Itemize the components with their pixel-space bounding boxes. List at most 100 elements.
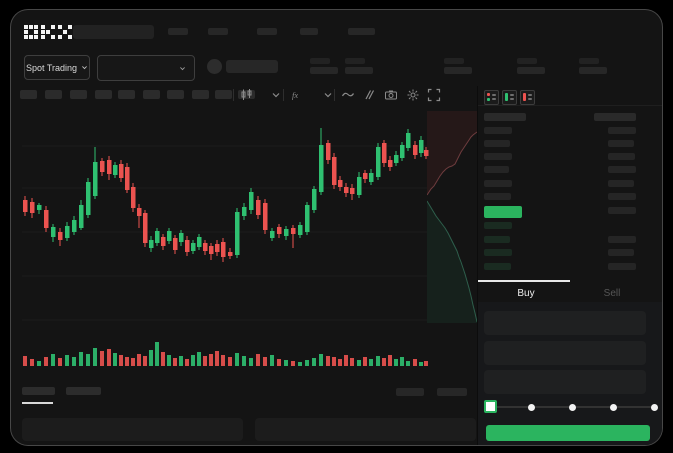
bottom-tab-skeleton-1[interactable] (66, 387, 101, 395)
interval-button-skeleton-4[interactable] (118, 90, 135, 99)
logo-letter (41, 25, 55, 39)
bottom-panel-skeleton-1 (255, 418, 476, 441)
bottom-panel-skeleton-0 (22, 418, 243, 441)
logo-letter (58, 25, 72, 39)
compare-icon[interactable] (341, 88, 355, 102)
settings-gear-icon[interactable] (406, 88, 420, 102)
stat-label-skeleton-3 (517, 58, 537, 64)
slider-stop-1[interactable] (528, 404, 535, 411)
depth-chart[interactable] (427, 111, 478, 323)
ask-row-price-5[interactable] (484, 193, 511, 200)
account-name-skeleton (226, 60, 278, 73)
bid-row-amount-3 (608, 263, 636, 270)
icon-mark (528, 98, 532, 100)
interval-button-skeleton-9[interactable] (238, 90, 255, 99)
last-price-amount (608, 207, 636, 214)
ask-row-price-0[interactable] (484, 127, 512, 134)
icon-mark (510, 94, 514, 96)
stat-label-skeleton-2 (444, 58, 464, 64)
interval-button-skeleton-8[interactable] (215, 90, 232, 99)
order-input-skeleton-2[interactable] (484, 370, 646, 394)
interval-button-skeleton-0[interactable] (20, 90, 37, 99)
order-input-skeleton-1[interactable] (484, 341, 646, 365)
interval-button-skeleton-2[interactable] (70, 90, 87, 99)
nav-item-skeleton-3[interactable] (300, 28, 318, 35)
nav-item-skeleton-1[interactable] (208, 28, 228, 35)
ask-row-amount-3 (608, 166, 636, 173)
toolbar-divider (283, 89, 284, 101)
icon-mark (492, 98, 496, 100)
order-input-skeleton-0[interactable] (484, 311, 646, 335)
candlestick-style-icon[interactable] (240, 88, 254, 102)
nav-item-skeleton-4[interactable] (348, 28, 375, 35)
interval-button-skeleton-5[interactable] (143, 90, 160, 99)
drawing-tools-icon[interactable] (362, 88, 376, 102)
bottom-tab-skeleton-0[interactable] (22, 387, 55, 395)
slider-stop-4[interactable] (651, 404, 658, 411)
slider-handle[interactable] (484, 400, 497, 413)
interval-button-skeleton-6[interactable] (167, 90, 184, 99)
stat-value-skeleton-4 (579, 67, 607, 74)
bottom-right-skeleton-0 (396, 388, 424, 396)
nav-item-skeleton-2[interactable] (257, 28, 277, 35)
stat-label-skeleton-1 (345, 58, 365, 64)
stat-value-skeleton-2 (444, 67, 472, 74)
interval-button-skeleton-3[interactable] (95, 90, 112, 99)
app-window: Spot Trading fx Buy Sell (10, 9, 663, 446)
stat-label-skeleton-4 (579, 58, 599, 64)
ask-row-price-1[interactable] (484, 140, 510, 147)
indicators-fx-icon[interactable]: fx (290, 88, 304, 102)
ask-row-price-4[interactable] (484, 180, 512, 187)
stat-value-skeleton-3 (517, 67, 545, 74)
bid-row-price-2[interactable] (484, 249, 512, 256)
panel-divider (477, 86, 478, 445)
candlestick-chart[interactable] (10, 9, 478, 446)
icon-mark (510, 98, 514, 100)
toolbar-divider (334, 89, 335, 101)
snapshot-camera-icon[interactable] (384, 88, 398, 102)
chevron-down-icon[interactable] (321, 88, 335, 102)
market-type-selector[interactable]: Spot Trading (24, 55, 90, 80)
bid-row-amount-1 (608, 236, 636, 243)
avatar[interactable] (207, 59, 222, 74)
icon-mark (523, 93, 526, 101)
ask-row-price-2[interactable] (484, 153, 512, 160)
submit-buy-button[interactable] (486, 425, 650, 441)
pair-dropdown[interactable] (97, 55, 195, 81)
slider-stop-3[interactable] (610, 404, 617, 411)
last-price-badge[interactable] (484, 206, 522, 218)
bid-row-price-3[interactable] (484, 263, 511, 270)
fullscreen-expand-icon[interactable] (427, 88, 441, 102)
toolbar-divider (233, 89, 234, 101)
orderbook-header-price-skeleton (484, 113, 526, 121)
search-input[interactable] (73, 25, 154, 39)
icon-mark (487, 93, 490, 96)
stat-label-skeleton-0 (310, 58, 330, 64)
ask-row-amount-5 (608, 193, 636, 200)
slider-stop-2[interactable] (569, 404, 576, 411)
bid-row-price-1[interactable] (484, 236, 510, 243)
buy-tab-indicator (478, 280, 570, 282)
interval-button-skeleton-7[interactable] (192, 90, 209, 99)
icon-mark (505, 93, 508, 101)
nav-item-skeleton-0[interactable] (168, 28, 188, 35)
logo-letter (24, 25, 38, 39)
bid-row-price-0[interactable] (484, 222, 512, 229)
market-type-label: Spot Trading (25, 62, 78, 73)
bottom-tab-indicator (22, 402, 53, 404)
book-all-icon[interactable] (484, 90, 499, 105)
chevron-down-icon[interactable] (269, 88, 283, 102)
book-bids-icon[interactable] (502, 90, 517, 105)
tab-sell[interactable]: Sell (603, 288, 621, 299)
ask-row-amount-0 (608, 127, 636, 134)
okx-logo[interactable] (24, 25, 72, 39)
ask-row-price-3[interactable] (484, 166, 509, 173)
interval-button-skeleton-1[interactable] (45, 90, 62, 99)
book-asks-icon[interactable] (520, 90, 535, 105)
ask-row-amount-1 (608, 140, 634, 147)
icon-mark (528, 94, 532, 96)
tab-buy[interactable]: Buy (517, 288, 535, 299)
ask-row-amount-4 (608, 180, 634, 187)
chevron-down-icon (82, 66, 87, 70)
ask-row-amount-2 (608, 153, 635, 160)
